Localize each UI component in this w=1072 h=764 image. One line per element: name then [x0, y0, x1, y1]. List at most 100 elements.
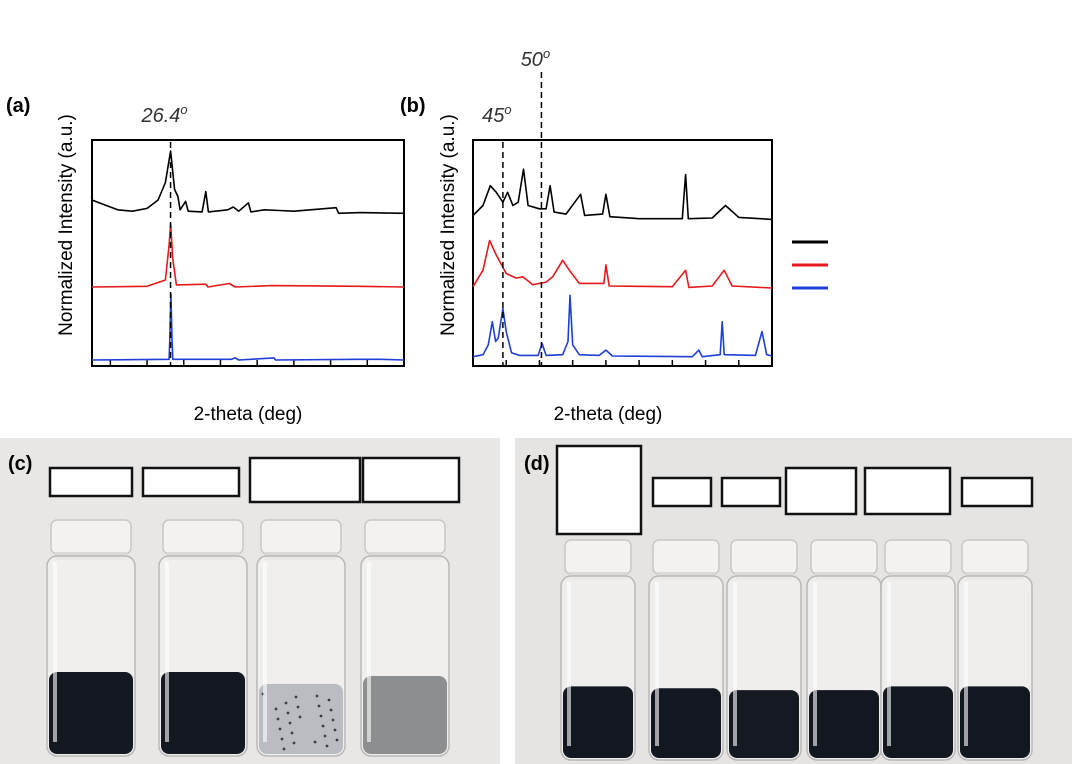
sediment-particle [325, 744, 329, 748]
vial-highlight [367, 562, 371, 742]
vial-liquid [729, 690, 799, 758]
sediment-particle [290, 731, 294, 735]
panel-a-label: (a) [6, 95, 30, 117]
vial-highlight [263, 562, 267, 742]
photo-c-vial-1 [158, 519, 248, 757]
photo_c-label-box-2 [248, 456, 362, 504]
vial-cap [364, 519, 446, 555]
vial-liquid [49, 672, 133, 754]
label-frame [784, 466, 858, 516]
sediment-particle [280, 737, 284, 741]
series-line-0-0 [91, 150, 405, 215]
xrd-panel-b: (b) Normalized Intensity (a.u.) 2-theta … [400, 46, 773, 425]
photo-d-vial-4 [880, 539, 956, 761]
vial-cap [564, 539, 632, 575]
vial-highlight [655, 582, 659, 746]
photo-d-vial-1 [648, 539, 724, 761]
sediment-particle [323, 734, 327, 738]
vial-cap [652, 539, 720, 575]
vial-highlight [813, 582, 817, 746]
sediment-particle [321, 724, 325, 728]
series-line-1-0 [472, 168, 773, 221]
label-frame [555, 444, 643, 536]
vial-photo-d: (d) [515, 438, 1072, 764]
photo_c-label-box-3 [361, 456, 461, 504]
sediment-particle [276, 717, 280, 721]
vial-highlight [165, 562, 169, 742]
vial-cap [50, 519, 132, 555]
vial-cap [961, 539, 1029, 575]
peak-angle-label-1-1: 50o [521, 46, 550, 71]
label-frame [863, 466, 952, 516]
vial-cap [260, 519, 342, 555]
panel-b-plot-area: 45o 50o [472, 46, 773, 367]
sediment-particle [282, 747, 286, 751]
photo_c-label-box-1 [141, 466, 241, 498]
series-line-0-1 [91, 223, 405, 288]
vial-liquid [363, 676, 447, 754]
panel-b-label: (b) [400, 95, 426, 117]
axes-frame-1 [472, 139, 773, 367]
sediment-particle [292, 741, 296, 745]
sediment-particle [313, 740, 317, 744]
vial-liquid [563, 686, 633, 758]
vial-highlight [567, 582, 571, 746]
label-frame [141, 466, 241, 498]
sediment-particle [317, 704, 321, 708]
panel-a-xlabel: 2-theta (deg) [194, 404, 303, 425]
sediment-particle [333, 728, 337, 732]
peak-angle-label-0-0: 26.4o [140, 102, 187, 127]
vial-cap [162, 519, 244, 555]
peak-angle-label-1-0: 45o [482, 102, 511, 127]
label-frame [651, 476, 713, 508]
photo_d-label-box-4 [863, 466, 952, 516]
photo_d-label-box-2 [720, 476, 782, 508]
photo-c-vial-3 [360, 519, 450, 757]
panel-a-ylabel: Normalized Intensity (a.u.) [56, 114, 77, 336]
vial-cap [730, 539, 798, 575]
vial-liquid [161, 672, 245, 754]
vial-highlight [53, 562, 57, 742]
vial-liquid [651, 688, 721, 758]
photo_d-label-box-5 [960, 476, 1034, 508]
sediment-particle [335, 738, 339, 742]
sediment-particle [286, 711, 290, 715]
series-line-1-1 [472, 239, 773, 289]
label-frame [361, 456, 461, 504]
vial-photo-c: (c) [0, 438, 500, 764]
vial-cap [884, 539, 952, 575]
label-frame [248, 456, 362, 504]
legend [792, 240, 828, 290]
panel-d-label: (d) [524, 453, 550, 475]
sediment-particle [329, 708, 333, 712]
photo-d-vial-2 [726, 539, 802, 761]
sediment-particle [296, 705, 300, 709]
sediment-particle [288, 721, 292, 725]
vial-highlight [887, 582, 891, 746]
vial-liquid [960, 686, 1030, 758]
photo-d-vial-3 [806, 539, 882, 761]
photo-c-vials [46, 456, 461, 757]
xrd-panel-a: (a) Normalized Intensity (a.u.) 2-theta … [6, 95, 405, 425]
sediment-particle [319, 714, 323, 718]
vial-highlight [733, 582, 737, 746]
series-line-1-2 [472, 294, 773, 358]
photo_d-label-box-1 [651, 476, 713, 508]
vial-cap [810, 539, 878, 575]
vial-highlight [964, 582, 968, 746]
sediment-particle [331, 718, 335, 722]
label-frame [48, 466, 134, 498]
label-frame [720, 476, 782, 508]
sediment-particle [298, 715, 302, 719]
panel-a-plot-area: 26.4o [91, 102, 405, 367]
label-frame [960, 476, 1034, 508]
sediment-particle [284, 701, 288, 705]
photo-c-vial-0 [46, 519, 136, 757]
photo-d-vial-0 [560, 539, 636, 761]
sediment-particle [278, 727, 282, 731]
panel-b-ylabel: Normalized Intensity (a.u.) [438, 114, 459, 336]
series-line-0-2 [91, 292, 405, 361]
photo-c-vial-2 [256, 519, 346, 757]
photo-d-vial-5 [957, 539, 1033, 761]
panel-b-xlabel: 2-theta (deg) [554, 404, 663, 425]
